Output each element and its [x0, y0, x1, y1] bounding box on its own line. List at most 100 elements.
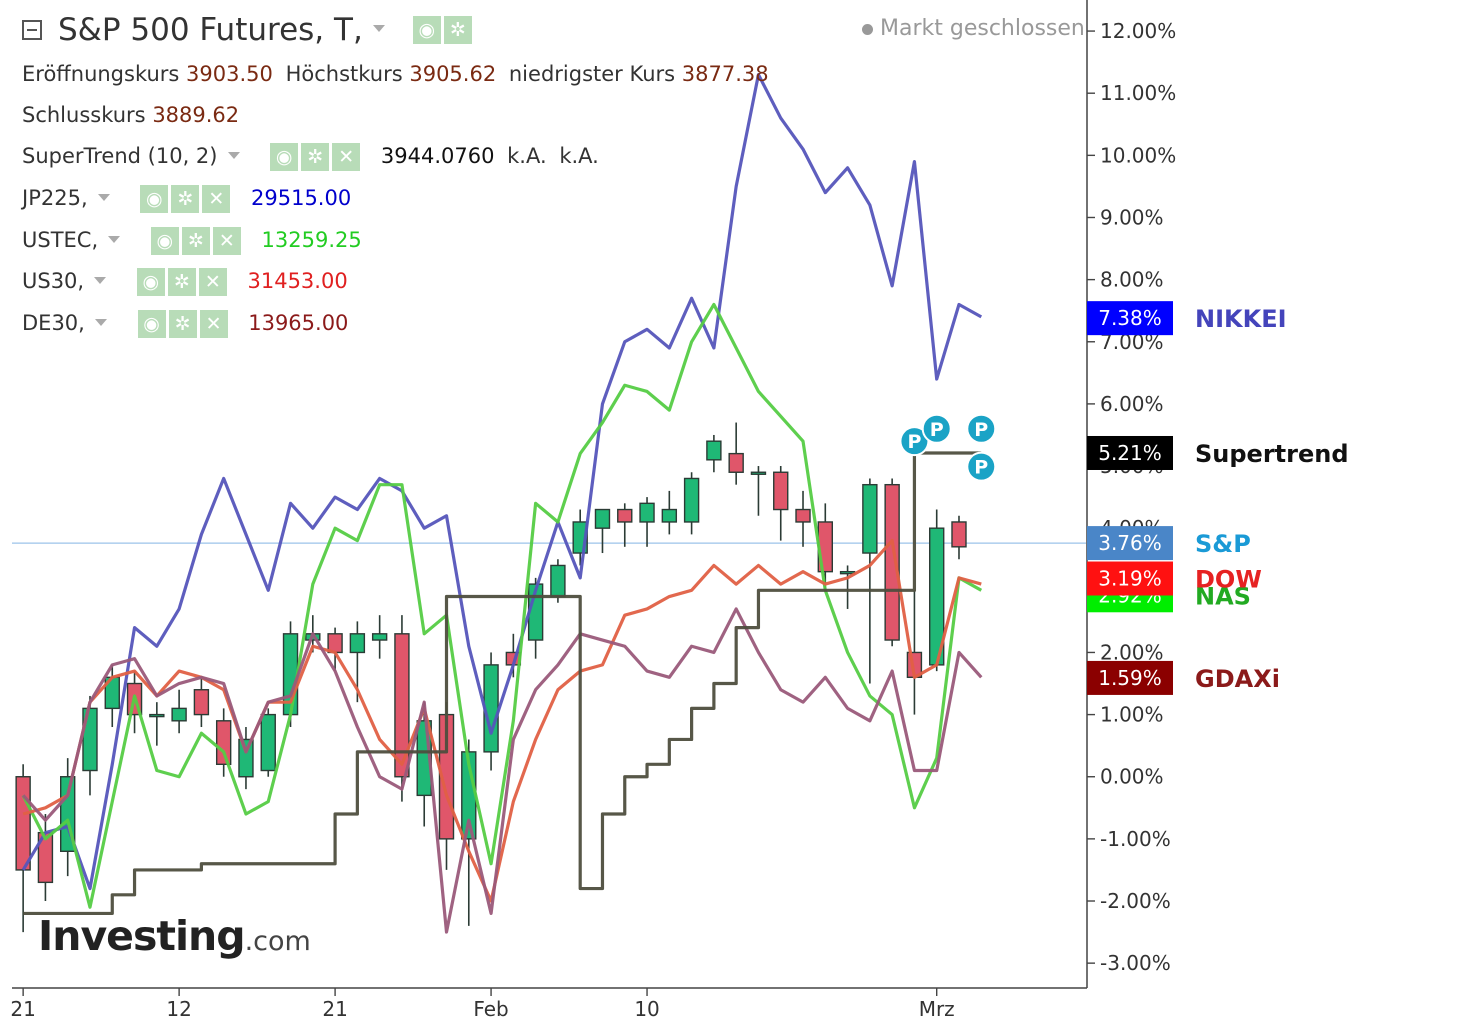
- y-tick-label: 12.00%: [1100, 19, 1176, 43]
- candle-body: [171, 707, 187, 722]
- eye-icon[interactable]: ◉: [270, 143, 299, 171]
- gear-icon[interactable]: ✲: [181, 227, 210, 255]
- gdaxi-tag-value: 1.59%: [1098, 666, 1162, 690]
- gear-icon[interactable]: ✲: [301, 143, 330, 171]
- candle-body: [951, 521, 967, 548]
- candle-body: [706, 440, 722, 461]
- eye-icon[interactable]: ◉: [137, 310, 166, 338]
- x-tick-label: 21: [10, 997, 35, 1021]
- x-tick-label: 10: [634, 997, 659, 1021]
- dow-tag: [1087, 561, 1173, 596]
- x-tick-label: 12: [166, 997, 191, 1021]
- x-tick-label: Mrz: [919, 997, 955, 1021]
- candle-body: [193, 689, 210, 716]
- high-value: 3905.62: [409, 62, 497, 86]
- supertrend-label: Supertrend: [1195, 440, 1349, 468]
- marker-label: P: [930, 419, 944, 441]
- candle-body: [394, 633, 410, 778]
- y-tick-label: 11.00%: [1100, 81, 1176, 105]
- y-tick-label: 6.00%: [1100, 392, 1164, 416]
- y-tick-label: 8.00%: [1100, 268, 1164, 292]
- close-icon[interactable]: ✕: [199, 310, 228, 338]
- candle-body: [238, 738, 254, 778]
- market-status: Markt geschlossen: [862, 16, 1085, 41]
- indicator-ustec[interactable]: USTEC, ◉ ✲ ✕ 13259.25: [22, 227, 362, 255]
- y-tick-label: -1.00%: [1100, 827, 1171, 851]
- candle-body: [550, 564, 566, 598]
- indicator-supertrend[interactable]: SuperTrend (10, 2) ◉ ✲ ✕ 3944.0760 k.A. k.…: [22, 143, 599, 171]
- close-icon[interactable]: ✕: [332, 143, 361, 171]
- candles: [15, 422, 967, 933]
- candle-body: [15, 776, 31, 871]
- eye-icon[interactable]: ◉: [150, 227, 179, 255]
- series-line-nikkei: [21, 72, 983, 891]
- nas-label: NAS: [1195, 582, 1251, 610]
- market-status-text: Markt geschlossen: [880, 16, 1085, 41]
- indicator-icons: ◉ ✲ ✕: [140, 185, 231, 213]
- y-tick-label: -3.00%: [1100, 951, 1171, 975]
- ohlc-row-1: Eröffnungskurs 3903.50 Höchstkurs 3905.6…: [22, 62, 769, 86]
- chevron-down-icon[interactable]: [227, 151, 240, 159]
- marker-badge: [921, 413, 952, 444]
- indicator-de30[interactable]: DE30, ◉ ✲ ✕ 13965.00: [22, 310, 348, 338]
- x-tick-label: 21: [322, 997, 347, 1021]
- title-icons: ◉ ✲: [412, 16, 472, 44]
- y-tick-label: 10.00%: [1100, 143, 1176, 167]
- eye-icon[interactable]: ◉: [136, 268, 165, 296]
- y-tick-label: -2.00%: [1100, 889, 1171, 913]
- supertrend-tag: [1087, 435, 1173, 470]
- marker-label: P: [974, 457, 988, 479]
- eye-icon[interactable]: ◉: [412, 16, 441, 44]
- gear-icon[interactable]: ✲: [167, 268, 196, 296]
- indicator-value: 29515.00: [251, 186, 352, 210]
- indicator-jp225[interactable]: JP225, ◉ ✲ ✕ 29515.00: [22, 185, 351, 213]
- chevron-down-icon[interactable]: [94, 318, 107, 326]
- chevron-down-icon[interactable]: [108, 235, 121, 243]
- indicator-name: SuperTrend (10, 2): [22, 144, 218, 168]
- logo-text: Investing: [38, 912, 246, 960]
- gdaxi-label: GDAXi: [1195, 665, 1280, 693]
- nikkei-tag-value: 7.38%: [1098, 306, 1162, 330]
- candle-body: [260, 713, 276, 772]
- indicator-us30[interactable]: US30, ◉ ✲ ✕ 31453.00: [22, 268, 348, 296]
- logo-suffix: .com: [244, 926, 311, 957]
- close-icon[interactable]: ✕: [202, 185, 231, 213]
- nikkei-tag: [1087, 301, 1173, 336]
- dow-label: DOW: [1195, 566, 1262, 594]
- indicator-value: 31453.00: [247, 269, 348, 293]
- chevron-down-icon[interactable]: [94, 276, 107, 284]
- chevron-down-icon[interactable]: [97, 193, 110, 201]
- eye-icon[interactable]: ◉: [140, 185, 169, 213]
- candle-body: [617, 508, 633, 523]
- close-icon[interactable]: ✕: [212, 227, 241, 255]
- y-tick-label: 0.00%: [1100, 765, 1164, 789]
- close-value: 3889.62: [152, 103, 240, 127]
- gear-icon[interactable]: ✲: [443, 16, 472, 44]
- y-tick-label: 2.00%: [1100, 640, 1164, 664]
- indicator-value: 13965.00: [248, 311, 349, 335]
- close-icon[interactable]: ✕: [198, 268, 227, 296]
- chevron-down-icon[interactable]: [372, 24, 385, 32]
- chart-title: S&P 500 Futures, T,: [58, 12, 363, 48]
- candle-body: [728, 452, 744, 473]
- indicator-name: USTEC,: [22, 228, 99, 252]
- low-label: niedrigster Kurs: [508, 62, 676, 86]
- candle-body: [149, 713, 165, 718]
- close-label: Schlusskurs: [22, 103, 146, 127]
- series-line-gdaxi: [21, 607, 983, 934]
- candle-body: [371, 633, 388, 641]
- sp-tag-value: 3.76%: [1098, 531, 1162, 555]
- low-value: 3877.38: [681, 62, 769, 86]
- price-tags: 3.76%S&P7.38%NIKKEI2.92%NAS3.19%DOW1.59%…: [1087, 301, 1349, 695]
- y-tick-label: 1.00%: [1100, 703, 1164, 727]
- open-value: 3903.50: [186, 62, 273, 86]
- gear-icon[interactable]: ✲: [171, 185, 200, 213]
- candle-body: [683, 477, 700, 523]
- ohlc-row-2: Schlusskurs 3889.62: [22, 103, 239, 127]
- marker-label: P: [907, 431, 921, 453]
- candle-body: [639, 502, 655, 523]
- gear-icon[interactable]: ✲: [168, 310, 197, 338]
- collapse-icon[interactable]: [22, 20, 42, 40]
- indicator-icons: ◉ ✲ ✕: [137, 310, 228, 338]
